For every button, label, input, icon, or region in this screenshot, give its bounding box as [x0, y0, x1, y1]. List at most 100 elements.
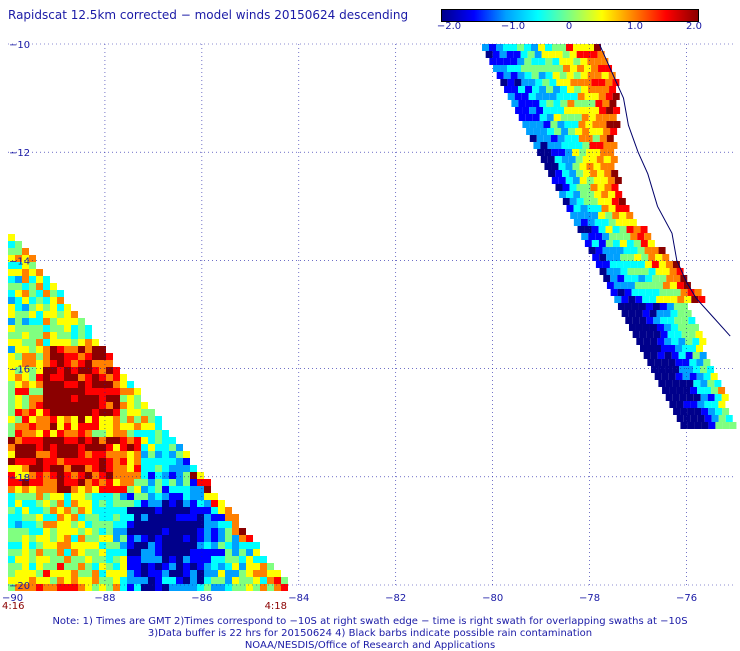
note-line-2: 3)Data buffer is 22 hrs for 20150624 4) …: [147, 628, 593, 639]
wind-cell: [654, 345, 662, 352]
wind-cell: [239, 570, 246, 577]
wind-cell: [204, 563, 211, 570]
wind-cell: [644, 233, 652, 240]
wind-cell: [120, 535, 127, 542]
wind-cell: [675, 345, 683, 352]
wind-cell: [671, 352, 679, 359]
wind-cell: [106, 507, 113, 514]
wind-cell: [22, 409, 29, 416]
wind-cell: [176, 472, 183, 479]
wind-cell: [608, 191, 616, 198]
wind-cell: [22, 500, 29, 507]
wind-cell: [538, 72, 546, 79]
wind-cell: [605, 79, 613, 86]
wind-cell: [545, 44, 552, 51]
wind-cell: [78, 367, 85, 374]
wind-cell: [588, 86, 596, 93]
wind-cell: [683, 387, 691, 394]
wind-cell: [725, 415, 733, 422]
wind-cell: [239, 584, 246, 591]
wind-cell: [197, 479, 204, 486]
wind-cell: [106, 570, 113, 577]
wind-cell: [43, 479, 50, 486]
wind-cell: [85, 577, 92, 584]
wind-cell: [71, 360, 78, 367]
wind-cell: [579, 163, 587, 170]
wind-cell: [29, 472, 36, 479]
wind-cell: [698, 296, 706, 303]
wind-cell: [22, 381, 29, 388]
wind-cell: [700, 380, 708, 387]
wind-cell: [8, 479, 15, 486]
wind-cell: [169, 584, 176, 591]
wind-cell: [697, 401, 705, 408]
wind-cell: [246, 584, 253, 591]
wind-cell: [640, 226, 648, 233]
wind-cell: [541, 51, 549, 58]
wind-cell: [721, 394, 729, 401]
wind-cell: [183, 563, 190, 570]
wind-cell: [127, 486, 134, 493]
wind-cell: [562, 51, 570, 58]
wind-cell: [190, 479, 197, 486]
wind-cell: [50, 297, 57, 304]
wind-cell: [85, 542, 92, 549]
wind-cell: [690, 387, 698, 394]
wind-cell: [85, 360, 92, 367]
wind-cell: [15, 255, 22, 262]
wind-cell: [50, 528, 57, 535]
wind-cell: [637, 261, 645, 268]
wind-cell: [43, 360, 50, 367]
wind-cell: [22, 584, 29, 591]
wind-cell: [22, 339, 29, 346]
wind-cell: [29, 437, 36, 444]
wind-cell: [141, 423, 148, 430]
wind-cell: [120, 437, 127, 444]
wind-cell: [78, 402, 85, 409]
wind-cell: [499, 51, 507, 58]
wind-cell: [517, 58, 525, 65]
wind-cell: [78, 528, 85, 535]
wind-cell: [141, 444, 148, 451]
wind-cell: [36, 577, 43, 584]
wind-cell: [543, 135, 551, 142]
wind-cell: [183, 507, 190, 514]
wind-cell: [92, 423, 99, 430]
wind-cell: [50, 311, 57, 318]
wind-cell: [677, 310, 685, 317]
wind-cell: [500, 65, 508, 72]
wind-cell: [148, 514, 155, 521]
wind-cell: [50, 451, 57, 458]
wind-cell: [22, 374, 29, 381]
wind-cell: [22, 283, 29, 290]
wind-cell: [699, 338, 707, 345]
lon-tick-label: −80: [482, 593, 503, 604]
wind-cell: [113, 465, 120, 472]
wind-cell: [686, 380, 694, 387]
wind-cell: [148, 458, 155, 465]
wind-cell: [225, 514, 232, 521]
wind-cell: [603, 142, 611, 149]
wind-cell: [610, 142, 618, 149]
wind-cell: [50, 402, 57, 409]
wind-cell: [579, 177, 587, 184]
wind-cell: [43, 584, 50, 591]
wind-cell: [64, 346, 71, 353]
wind-cell: [78, 339, 85, 346]
wind-cell: [15, 290, 22, 297]
wind-cell: [693, 366, 701, 373]
wind-cell: [8, 248, 15, 255]
wind-cell: [559, 72, 567, 79]
wind-cell: [660, 331, 668, 338]
wind-cell: [587, 58, 595, 65]
wind-cell: [8, 234, 15, 241]
wind-cell: [22, 367, 29, 374]
wind-cell: [106, 458, 113, 465]
wind-cell: [29, 402, 36, 409]
wind-cell: [71, 577, 78, 584]
wind-cell: [29, 430, 36, 437]
wind-cell: [708, 422, 716, 429]
wind-cell: [113, 549, 120, 556]
wind-cell: [22, 353, 29, 360]
wind-cell: [22, 248, 29, 255]
